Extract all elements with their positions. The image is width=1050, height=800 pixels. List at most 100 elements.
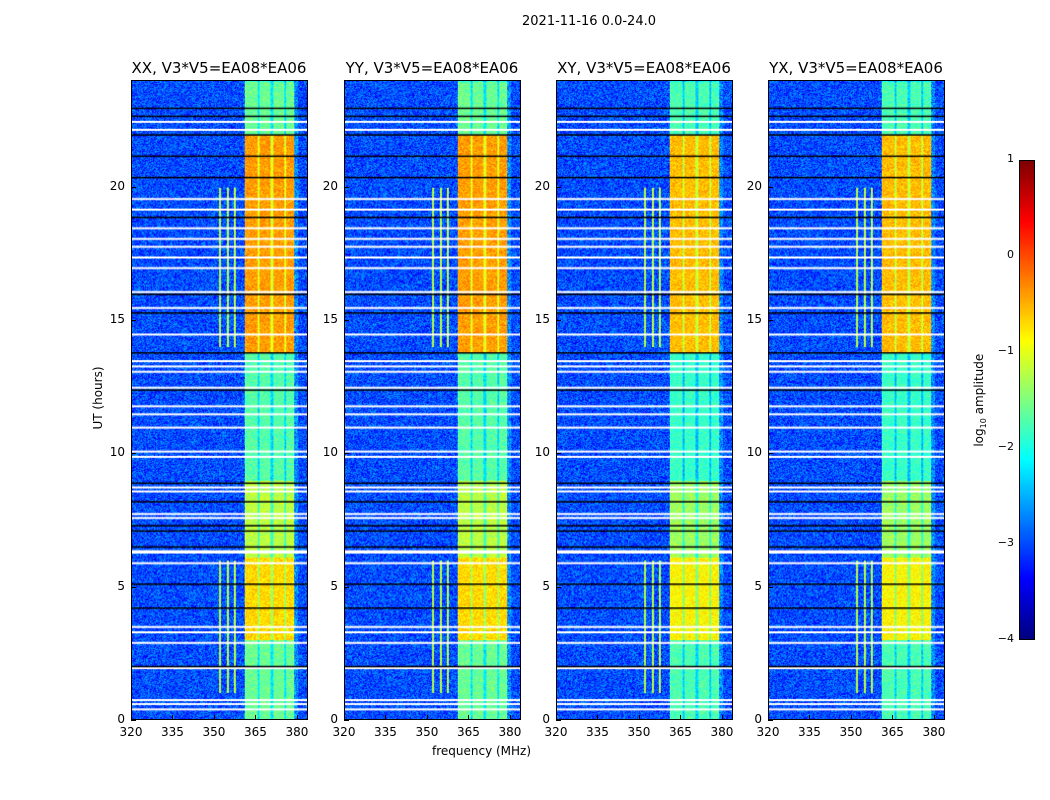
colorbar-label-rest: amplitude: [971, 353, 986, 419]
y-tick-label: 20: [746, 178, 762, 193]
colorbar-gradient: [1020, 161, 1034, 639]
y-tick-mark: [556, 453, 561, 455]
y-tick-label: 15: [109, 312, 125, 326]
y-tick-label: 10: [322, 445, 338, 460]
x-tick-label: 365: [457, 725, 480, 739]
x-tick-mark: [892, 715, 894, 720]
x-tick-mark: [509, 715, 511, 720]
y-tick-mark: [768, 720, 773, 721]
colorbar-tick-label: −4: [997, 632, 1014, 645]
x-tick-label: 380: [498, 725, 522, 739]
x-tick-label: 365: [669, 725, 692, 739]
y-tick-mark: [131, 586, 136, 588]
y-tick-label: 15: [746, 312, 762, 326]
y-tick-label: 20: [109, 178, 125, 193]
colorbar-label: log10 amplitude: [972, 340, 988, 460]
y-tick-mark: [768, 320, 773, 321]
y-tick-label: 15: [322, 312, 338, 326]
x-tick-mark: [638, 715, 640, 720]
x-tick-mark: [385, 715, 387, 720]
waterfall-image: [132, 81, 307, 719]
y-tick-label: 10: [534, 445, 550, 460]
y-tick-label: 5: [542, 578, 550, 593]
x-tick-mark: [131, 715, 132, 720]
y-tick-mark: [131, 720, 136, 721]
x-tick-label: 350: [839, 725, 863, 739]
waterfall-image: [769, 81, 944, 719]
y-tick-label: 0: [754, 712, 762, 726]
y-tick-label: 10: [109, 445, 125, 460]
waterfall-panel: [344, 80, 521, 720]
y-tick-mark: [768, 186, 773, 188]
x-tick-label: 335: [798, 725, 821, 739]
x-tick-label: 320: [756, 725, 780, 739]
x-tick-label: 380: [710, 725, 734, 739]
waterfall-panel: [768, 80, 945, 720]
y-tick-mark: [344, 453, 349, 455]
x-tick-label: 365: [881, 725, 904, 739]
x-tick-mark: [597, 715, 599, 720]
y-tick-label: 5: [330, 578, 338, 593]
x-tick-mark: [850, 715, 852, 720]
x-tick-mark: [213, 715, 215, 720]
colorbar-label-main: log: [971, 428, 986, 447]
panel-title: YY, V3*V5=EA08*EA06: [345, 59, 519, 77]
colorbar-tick-label: −3: [997, 536, 1014, 549]
panel-title: XY, V3*V5=EA08*EA06: [557, 59, 731, 77]
colorbar: [1019, 160, 1035, 640]
y-tick-mark: [556, 586, 561, 588]
x-tick-label: 335: [586, 725, 609, 739]
x-axis-label: frequency (MHz): [432, 744, 532, 758]
x-tick-label: 380: [922, 725, 946, 739]
y-tick-mark: [344, 720, 349, 721]
y-axis-label: UT (hours): [91, 366, 105, 430]
waterfall-panel: [556, 80, 733, 720]
x-tick-label: 320: [119, 725, 143, 739]
x-tick-label: 380: [285, 725, 309, 739]
y-tick-label: 15: [534, 312, 550, 326]
x-tick-label: 320: [544, 725, 568, 739]
x-tick-mark: [768, 715, 769, 720]
y-tick-mark: [344, 320, 349, 321]
y-tick-mark: [131, 320, 136, 321]
x-tick-label: 350: [627, 725, 651, 739]
x-tick-mark: [809, 715, 811, 720]
x-tick-mark: [721, 715, 723, 720]
y-tick-label: 20: [322, 178, 338, 193]
panel-title: YX, V3*V5=EA08*EA06: [769, 59, 943, 77]
colorbar-label-sub: 10: [979, 418, 989, 429]
x-tick-mark: [426, 715, 428, 720]
colorbar-tick-label: 1: [1007, 152, 1014, 165]
colorbar-tick-label: −1: [997, 344, 1014, 357]
y-tick-mark: [344, 586, 349, 588]
x-tick-label: 335: [374, 725, 397, 739]
y-tick-label: 20: [534, 178, 550, 193]
waterfall-image: [345, 81, 520, 719]
y-tick-label: 0: [542, 712, 550, 726]
x-tick-label: 335: [161, 725, 184, 739]
y-tick-label: 5: [754, 578, 762, 593]
x-tick-mark: [344, 715, 345, 720]
x-tick-mark: [556, 715, 557, 720]
y-tick-mark: [768, 586, 773, 588]
y-tick-mark: [556, 320, 561, 321]
y-tick-mark: [344, 186, 349, 188]
panel-title: XX, V3*V5=EA08*EA06: [131, 59, 307, 77]
x-tick-mark: [296, 715, 298, 720]
y-tick-label: 0: [330, 712, 338, 726]
y-tick-mark: [768, 453, 773, 455]
y-tick-label: 5: [117, 578, 125, 593]
x-tick-mark: [468, 715, 470, 720]
y-tick-mark: [556, 186, 561, 188]
y-tick-mark: [131, 186, 136, 188]
x-tick-mark: [680, 715, 682, 720]
y-tick-label: 10: [746, 445, 762, 460]
figure-title: 2021-11-16 0.0-24.0: [522, 14, 656, 29]
x-tick-label: 350: [415, 725, 439, 739]
colorbar-tick-label: −2: [997, 440, 1014, 453]
y-tick-mark: [131, 453, 136, 455]
x-tick-label: 350: [202, 725, 226, 739]
waterfall-panel: [131, 80, 308, 720]
x-tick-mark: [933, 715, 935, 720]
